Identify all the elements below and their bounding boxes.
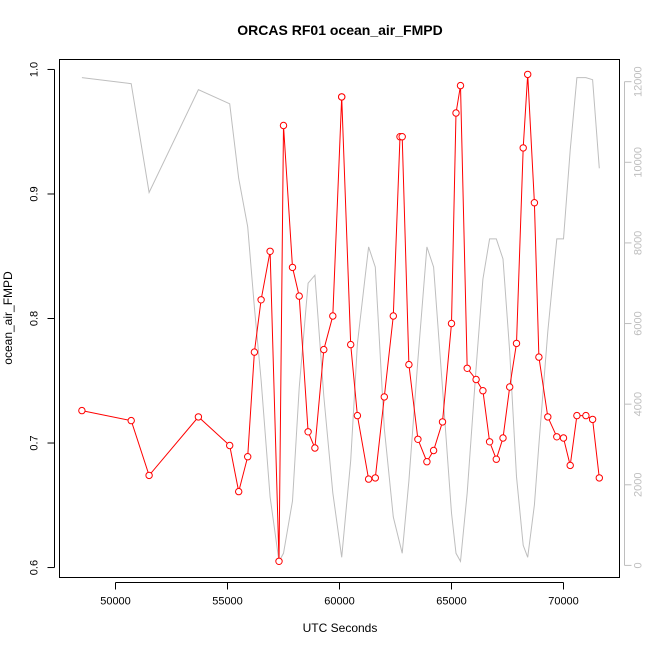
x-tick-label: 55000 bbox=[212, 596, 243, 608]
y-tick-label: 0.7 bbox=[29, 435, 41, 450]
data-point bbox=[266, 247, 274, 256]
data-point bbox=[398, 133, 406, 141]
data-point bbox=[311, 444, 319, 452]
y2-tick-label: 12000 bbox=[633, 66, 645, 97]
data-point bbox=[492, 455, 500, 463]
data-point bbox=[566, 461, 574, 470]
data-point bbox=[371, 474, 379, 482]
data-point bbox=[347, 340, 355, 349]
y2-tick-label: 10000 bbox=[633, 147, 645, 178]
x-tick-label: 60000 bbox=[324, 596, 355, 608]
data-point bbox=[320, 345, 328, 354]
data-point bbox=[338, 93, 346, 101]
y-axis: 0.6 0.7 0.8 0.9 1.0 bbox=[29, 62, 55, 575]
x-axis-label: UTC Seconds bbox=[303, 621, 378, 635]
data-point bbox=[414, 435, 422, 443]
data-point bbox=[463, 364, 471, 372]
data-point bbox=[279, 121, 288, 130]
data-point bbox=[257, 296, 265, 304]
data-point bbox=[288, 263, 297, 272]
y2-tick-label: 8000 bbox=[633, 231, 645, 255]
data-point bbox=[595, 474, 603, 482]
data-point bbox=[506, 383, 514, 391]
x-tick-label: 70000 bbox=[548, 596, 579, 608]
data-point bbox=[304, 428, 312, 436]
data-point bbox=[145, 471, 153, 480]
data-point bbox=[559, 434, 568, 442]
y-axis-label: ocean_air_FMPD bbox=[1, 271, 15, 365]
data-point bbox=[452, 109, 460, 117]
data-point bbox=[295, 292, 303, 300]
data-point bbox=[499, 434, 507, 442]
data-point bbox=[127, 416, 135, 425]
plot-frame bbox=[59, 59, 620, 578]
data-point bbox=[485, 438, 494, 446]
y2-axis: 0 2000 4000 6000 8000 10000 12000 bbox=[624, 66, 645, 568]
data-point bbox=[479, 387, 487, 395]
data-point bbox=[275, 557, 283, 565]
y2-tick-label: 2000 bbox=[633, 473, 645, 497]
y2-tick-label: 4000 bbox=[633, 392, 645, 416]
data-point bbox=[530, 199, 539, 207]
chart-title: ORCAS RF01 ocean_air_FMPD bbox=[237, 22, 442, 38]
data-point bbox=[194, 413, 203, 421]
x-tick-label: 50000 bbox=[100, 596, 131, 608]
series-line-secondary bbox=[81, 77, 600, 564]
y2-tick-label: 6000 bbox=[633, 311, 645, 335]
data-point bbox=[429, 446, 438, 455]
y-tick-label: 0.8 bbox=[29, 311, 41, 326]
data-point bbox=[405, 360, 413, 369]
data-point bbox=[380, 393, 388, 401]
data-point bbox=[226, 441, 234, 450]
data-point bbox=[78, 406, 86, 415]
data-point bbox=[512, 339, 521, 348]
data-point bbox=[244, 453, 252, 461]
data-point bbox=[544, 413, 552, 421]
series-layer bbox=[78, 70, 603, 565]
data-point bbox=[447, 319, 456, 328]
data-point bbox=[553, 433, 561, 441]
data-point bbox=[524, 70, 532, 79]
data-point bbox=[519, 144, 527, 152]
data-point bbox=[588, 415, 597, 424]
data-point bbox=[573, 411, 581, 420]
data-point bbox=[472, 375, 480, 384]
data-point bbox=[250, 348, 259, 356]
y-tick-label: 0.6 bbox=[29, 560, 41, 575]
data-point bbox=[438, 418, 447, 426]
data-point bbox=[235, 487, 243, 496]
data-point bbox=[582, 411, 590, 420]
data-point bbox=[329, 312, 337, 320]
y-tick-label: 0.9 bbox=[29, 186, 41, 201]
y-tick-label: 1.0 bbox=[29, 62, 41, 77]
data-point bbox=[364, 475, 373, 483]
x-axis: 50000 55000 60000 65000 70000 bbox=[100, 582, 579, 608]
data-point bbox=[456, 81, 465, 90]
data-point bbox=[389, 312, 397, 320]
data-point bbox=[423, 458, 431, 466]
data-point bbox=[353, 411, 362, 420]
y2-tick-label: 0 bbox=[633, 562, 645, 568]
data-point bbox=[535, 353, 543, 361]
x-tick-label: 65000 bbox=[436, 596, 467, 608]
